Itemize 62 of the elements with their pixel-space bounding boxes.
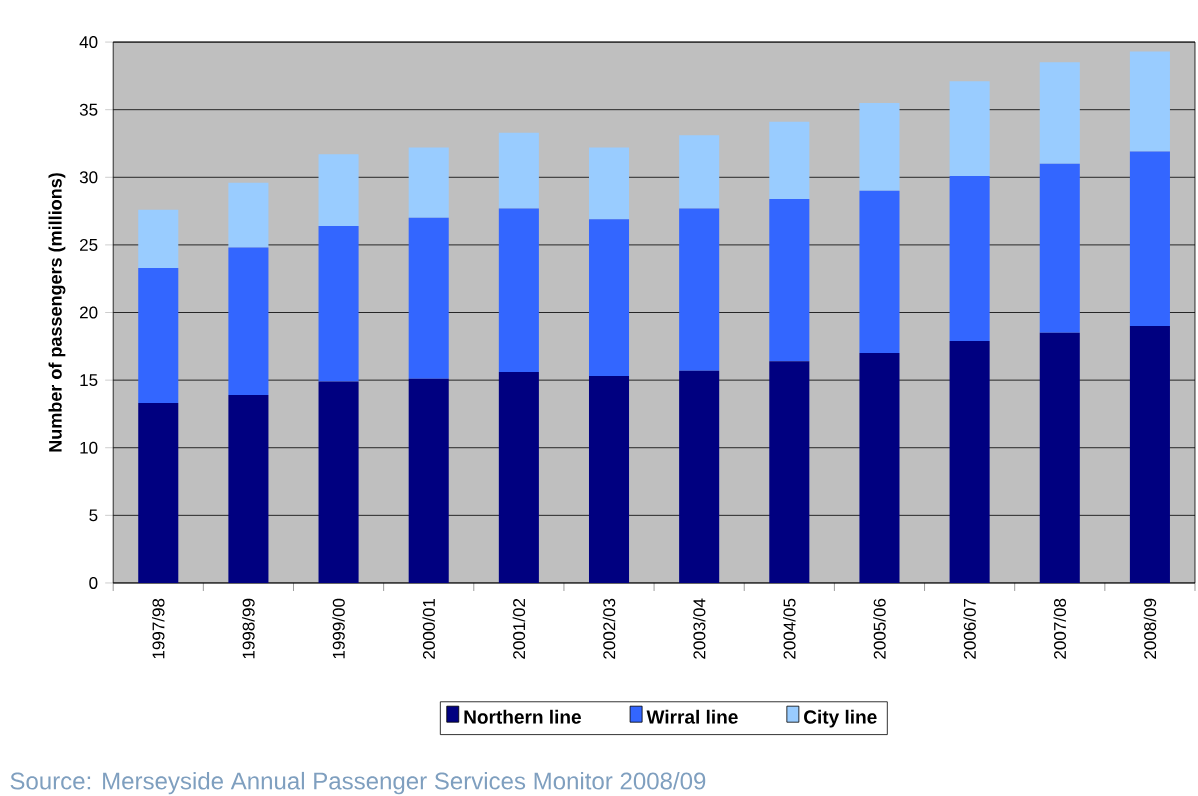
bar [138, 209, 179, 268]
bar [588, 375, 630, 583]
bar [228, 394, 269, 583]
bar [859, 190, 900, 353]
bar [228, 182, 269, 248]
y-tick-label: 0 [89, 576, 98, 589]
x-tick-label: 1999/00 [332, 598, 345, 659]
bar [679, 135, 720, 209]
y-tick-label: 15 [80, 374, 98, 386]
x-tick-label: 2002/03 [602, 598, 616, 659]
y-tick-label: 10 [80, 441, 98, 454]
bar [1039, 163, 1080, 333]
x-tick-label: 2003/04 [692, 598, 706, 659]
x-tick-label: 2006/07 [963, 598, 976, 659]
x-tick-label: 2004/05 [783, 598, 796, 659]
bar [408, 147, 449, 218]
x-tick-label: 2008/09 [1143, 598, 1157, 659]
x-tick-label: 2000/01 [422, 598, 435, 659]
x-tick-label: 2005/06 [873, 598, 886, 659]
bar [1039, 332, 1080, 583]
bar [859, 102, 900, 191]
bar [1039, 62, 1080, 164]
bar [1129, 151, 1170, 326]
bar [1129, 51, 1170, 152]
bar [318, 154, 359, 226]
bar [318, 381, 359, 583]
y-tick-label: 30 [79, 171, 98, 184]
bar [498, 132, 539, 209]
source-note: Source: Merseyside Annual Passenger Services Monitor 2008/09 [10, 771, 706, 795]
y-tick-label: 40 [79, 35, 98, 48]
bar [1129, 325, 1170, 583]
bar [679, 370, 720, 583]
x-tick-label: 2001/02 [512, 598, 526, 659]
legend-label: Wirral line [646, 709, 738, 724]
y-tick-label: 25 [80, 238, 98, 251]
y-tick-label: 5 [89, 509, 98, 522]
bar [769, 198, 810, 362]
bar [769, 361, 810, 583]
bar [769, 121, 810, 199]
bar [228, 247, 269, 395]
bar [588, 219, 630, 376]
bar [138, 402, 179, 583]
legend-label: Northern line [464, 709, 581, 724]
x-tick-label: 1997/98 [152, 598, 165, 659]
bar [408, 378, 449, 583]
bar [679, 208, 720, 371]
bar [498, 371, 539, 583]
bar [949, 340, 990, 583]
bar [859, 352, 900, 583]
bar [588, 147, 630, 220]
legend-label: City line [804, 709, 877, 728]
bar [949, 175, 990, 341]
y-tick-label: 35 [79, 103, 98, 116]
bar [498, 208, 539, 372]
bar [318, 225, 359, 382]
y-axis-title: Number of passengers (millions) [48, 172, 66, 452]
bar [408, 217, 449, 379]
bar [949, 81, 990, 176]
x-tick-label: 2007/08 [1053, 598, 1067, 659]
y-tick-label: 20 [80, 306, 98, 319]
x-tick-label: 1998/99 [242, 598, 255, 659]
bar [138, 267, 179, 403]
